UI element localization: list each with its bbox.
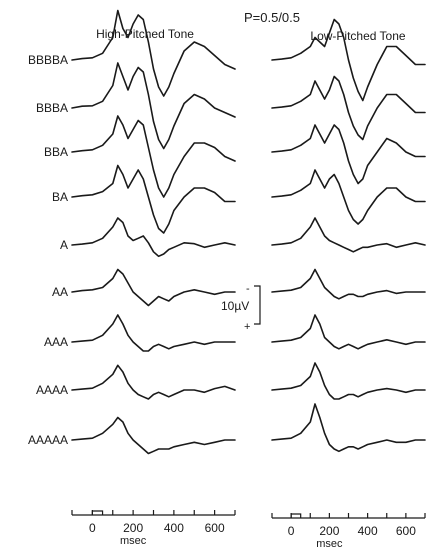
trace-low-bbbba [271, 18, 426, 102]
trace-low-bba [271, 124, 426, 185]
trace-high-bbbba [71, 9, 236, 97]
sequence-label-a: A [60, 238, 68, 252]
trace-low-aaaaa [271, 403, 426, 453]
figure-title: P=0.5/0.5 [244, 10, 300, 25]
x-tick-label-low: 200 [319, 524, 339, 538]
trace-low-aaa [271, 314, 426, 350]
panel-title-low-pitched: Low-Pitched Tone [310, 29, 406, 43]
trace-high-aa [71, 268, 236, 307]
time-axes: 0 200 400 600 msec 0 200 400 600 msec [71, 510, 426, 550]
trace-low-ba [271, 169, 426, 225]
sequence-label-bba: BBA [44, 145, 68, 159]
x-tick-label-low: 0 [288, 524, 295, 538]
sequence-label-ba: BA [52, 190, 68, 204]
sequence-label-aaaa: AAAA [36, 383, 68, 397]
x-tick-label-low: 600 [396, 524, 416, 538]
scale-bar-label: 10µV [221, 299, 249, 313]
sequence-label-aaa: AAA [44, 335, 68, 349]
trace-high-bbba [71, 62, 236, 150]
scale-bar-minus: - [246, 283, 250, 295]
trace-high-aaaa [71, 364, 236, 400]
trace-high-aaaaa [71, 416, 236, 455]
sequence-label-aa: AA [52, 285, 68, 299]
x-axis-label-low: msec [316, 538, 343, 550]
trace-low-aaaa [271, 362, 426, 400]
trace-high-a [71, 217, 236, 258]
scale-bar-bracket [254, 285, 261, 325]
trace-high-aaa [71, 314, 236, 352]
trace-low-aa [271, 268, 426, 300]
stimulus-marker-high [91, 510, 104, 515]
trace-low-a [271, 217, 426, 253]
x-tick-label-high: 600 [205, 521, 225, 535]
x-tick-label-high: 0 [89, 521, 96, 535]
scale-bar: - 10µV + [221, 283, 261, 333]
traces [71, 9, 426, 455]
x-axis-label-high: msec [120, 535, 147, 547]
scale-bar-plus: + [244, 321, 250, 333]
x-tick-label-high: 400 [164, 521, 184, 535]
sequence-label-aaaaa: AAAAA [28, 433, 68, 447]
sequence-label-bbbba: BBBBA [28, 53, 68, 67]
trace-low-bbba [271, 75, 426, 141]
trace-high-ba [71, 164, 236, 234]
x-tick-label-low: 400 [358, 524, 378, 538]
sequence-label-bbba: BBBA [36, 101, 68, 115]
x-tick-label-high: 200 [123, 521, 143, 535]
panel-title-high-pitched: High-Pitched Tone [96, 27, 194, 41]
stimulus-marker-low [290, 513, 302, 518]
trace-high-bba [71, 115, 236, 198]
